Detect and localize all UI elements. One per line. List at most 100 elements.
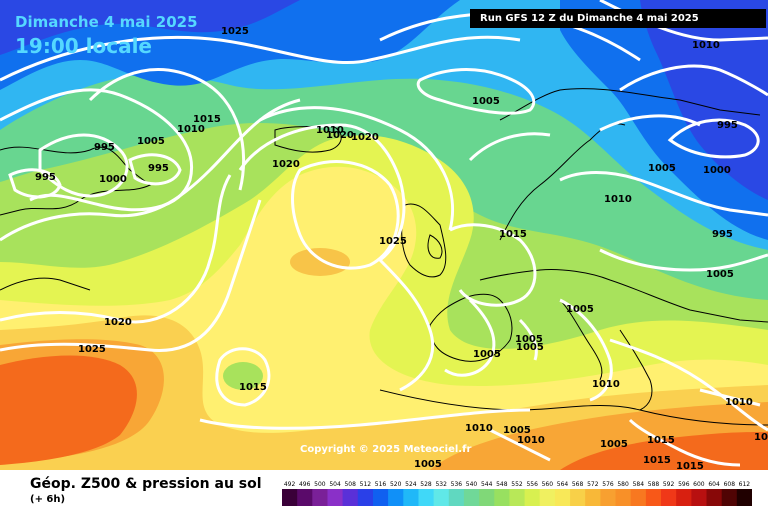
scale-swatch <box>661 489 677 506</box>
scale-swatch <box>433 489 450 506</box>
isobar-label: 1005 <box>515 334 543 345</box>
isobar-label: 995 <box>148 163 169 174</box>
band-584 <box>0 355 137 465</box>
scale-swatch <box>524 489 541 506</box>
scale-swatch <box>282 489 298 506</box>
scale-swatch <box>691 489 708 506</box>
scale-tick-label: 500 <box>314 481 326 488</box>
isobar-label: 1005 <box>648 163 676 174</box>
scale-tick-label: 572 <box>587 481 599 488</box>
scale-swatch <box>615 489 632 506</box>
scale-swatch <box>539 489 556 506</box>
coastlines <box>0 88 768 426</box>
scale-swatch <box>297 489 313 506</box>
scale-tick-label: 492 <box>284 481 296 488</box>
scale-swatch <box>721 489 738 506</box>
scale-swatch <box>630 489 647 506</box>
weather-map: 1025 1010 1005 995 1000 995 995 1005 101… <box>0 0 768 470</box>
scale-swatch <box>676 489 692 506</box>
isobar-label: 995 <box>712 229 733 240</box>
scale-swatch <box>342 489 359 506</box>
scale-tick-label: 520 <box>390 481 402 488</box>
model-run-label: Run GFS 12 Z du Dimanche 4 mai 2025 <box>470 9 766 28</box>
scale-swatch <box>645 489 662 506</box>
isobar-label: 1015 <box>643 455 671 466</box>
isobar-label: 1010 <box>725 397 753 408</box>
scale-tick-label: 592 <box>663 481 675 488</box>
scale-tick-label: 568 <box>572 481 584 488</box>
scale-tick-label: 552 <box>511 481 523 488</box>
scale-tick-label: 596 <box>678 481 690 488</box>
isobar-label: 1005 <box>600 439 628 450</box>
isobar-label: 995 <box>35 172 56 183</box>
isobar-label: 1005 <box>472 96 500 107</box>
band-516 <box>0 0 300 55</box>
scale-tick-label: 496 <box>299 481 311 488</box>
scale-swatch <box>736 489 752 506</box>
isobar-label: 1005 <box>414 459 442 470</box>
scale-tick-label: 512 <box>360 481 372 488</box>
isobar-label: 1025 <box>221 26 249 37</box>
band-516-ne <box>640 0 768 200</box>
isobar-label: 1015 <box>193 114 221 125</box>
isobar-label: 1005 <box>516 342 544 353</box>
scale-tick-label: 508 <box>344 481 356 488</box>
isobar-label: 1000 <box>703 165 731 176</box>
isobar-label: 1000 <box>99 174 127 185</box>
scale-swatch <box>494 489 510 506</box>
isobar-label: 1005 <box>754 432 768 443</box>
ridge-core <box>290 248 350 276</box>
scale-tick-label: 588 <box>648 481 660 488</box>
band-584-africa <box>560 432 768 470</box>
isobar-label: 1010 <box>592 379 620 390</box>
forecast-time: 19:00 locale <box>15 34 152 58</box>
scale-tick-label: 564 <box>557 481 569 488</box>
scale-swatch <box>357 489 374 506</box>
scale-tick-label: 516 <box>375 481 387 488</box>
scale-swatch <box>570 489 586 506</box>
isobar-label: 1025 <box>379 236 407 247</box>
isobar-label: 1010 <box>465 423 493 434</box>
isobar-label: 1020 <box>272 159 300 170</box>
isobar-label: 1020 <box>104 317 132 328</box>
scale-swatch <box>479 489 495 506</box>
isobar-label: 995 <box>94 142 115 153</box>
scale-tick-label: 580 <box>617 481 629 488</box>
scale-tick-label: 532 <box>435 481 447 488</box>
scale-swatch <box>327 489 344 506</box>
scale-swatch <box>554 489 571 506</box>
scale-swatch <box>509 489 526 506</box>
isobar-label: 995 <box>717 120 738 131</box>
scale-tick-label: 576 <box>602 481 614 488</box>
scale-swatch <box>585 489 601 506</box>
isobar-label: 1020 <box>326 130 354 141</box>
scale-tick-label: 548 <box>496 481 508 488</box>
isobar-label: 1005 <box>706 269 734 280</box>
isobar-label: 1015 <box>239 382 267 393</box>
isobar-label: 1015 <box>647 435 675 446</box>
scale-swatch <box>448 489 465 506</box>
scale-tick-label: 524 <box>405 481 417 488</box>
isobar-label: 1010 <box>692 40 720 51</box>
isobar-label: 1005 <box>503 425 531 436</box>
scale-tick-label: 528 <box>420 481 432 488</box>
chart-title: Géop. Z500 & pression au sol <box>30 476 262 492</box>
scale-swatch <box>312 489 328 506</box>
isobar-label: 1005 <box>473 349 501 360</box>
isobar-label: 1020 <box>351 132 379 143</box>
scale-swatch <box>403 489 419 506</box>
isobar-label: 1010 <box>316 125 344 136</box>
isobar-label: 1010 <box>517 435 545 446</box>
scale-tick-label: 536 <box>451 481 463 488</box>
scale-swatch <box>418 489 435 506</box>
scale-tick-label: 584 <box>633 481 645 488</box>
copyright-notice: Copyright © 2025 Meteociel.fr <box>300 444 472 455</box>
isobar-label: 1005 <box>137 136 165 147</box>
scale-tick-label: 556 <box>526 481 538 488</box>
isobar-label: 1010 <box>177 124 205 135</box>
scale-tick-label: 604 <box>708 481 720 488</box>
scale-swatch <box>600 489 617 506</box>
scale-tick-label: 504 <box>329 481 341 488</box>
scale-swatch <box>463 489 480 506</box>
